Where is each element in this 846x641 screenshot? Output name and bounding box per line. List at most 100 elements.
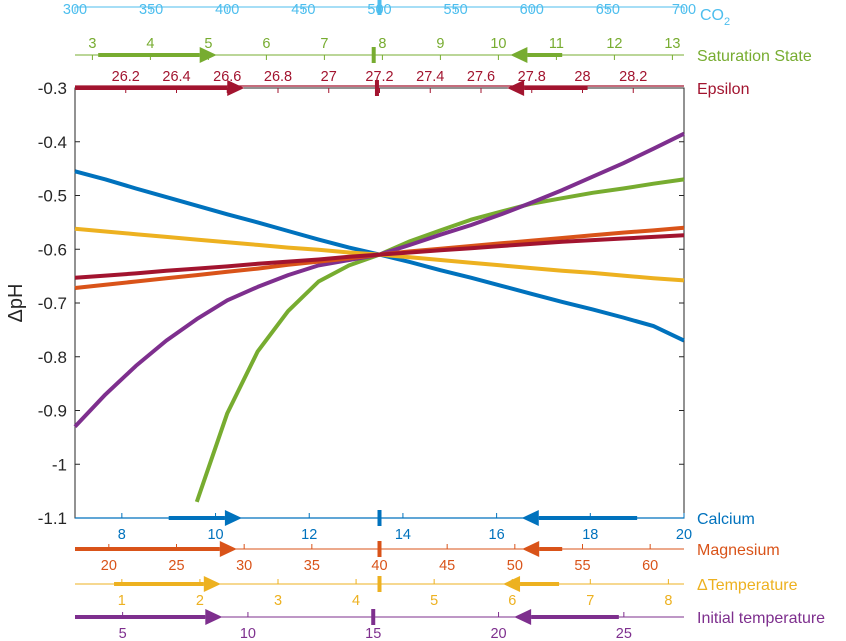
y-axis-label: ΔpH xyxy=(5,284,27,323)
axis-epsilon: 26.2 26.4 26.6 26.8 27 27.2 27.4 27.6 27.8 28 28.2… xyxy=(75,69,749,98)
y-tick-label: -0.8 xyxy=(38,348,67,367)
y-tick-label: -0.5 xyxy=(38,187,67,206)
arrow-head-left xyxy=(514,609,532,625)
arrow-head-right xyxy=(205,609,223,625)
y-tick-label: -0.9 xyxy=(38,402,67,421)
y-axis: -1.1 -1 -0.9 -0.8 -0.7 -0.6 -0.5 -0.4 -0.3 ΔpH xyxy=(5,79,684,528)
axis-tick-label: 6 xyxy=(262,36,270,52)
axis-tick-label: 15 xyxy=(365,626,381,641)
y-tick-label: -0.3 xyxy=(38,79,67,98)
axis-tick-label: 18 xyxy=(582,527,598,543)
series-line-saturation xyxy=(194,177,685,503)
axis-tick-label: 27.6 xyxy=(467,69,495,85)
axis-tick-label: 300 xyxy=(63,2,87,18)
axis-tick-label: 50 xyxy=(507,558,523,574)
axis-tick-label: 12 xyxy=(301,527,317,543)
axis-label-calcium: Calcium xyxy=(697,511,755,528)
axis-label-saturation: Saturation State xyxy=(697,48,812,65)
arrow-head-left xyxy=(510,47,528,63)
axis-tick-label: 9 xyxy=(436,36,444,52)
axis-tick-label: 40 xyxy=(371,558,387,574)
axis-tick-label: 20 xyxy=(676,527,692,543)
axis-tick-label: 45 xyxy=(439,558,455,574)
axis-delta_temperature: 1 2 3 4 5 6 7 8 ΔTemperature xyxy=(75,576,798,609)
axis-tick-label: 27.2 xyxy=(365,69,393,85)
plot-area xyxy=(74,87,685,519)
arrow-head-left xyxy=(521,510,539,526)
axis-tick-label: 2 xyxy=(196,593,204,609)
axis-tick-label: 450 xyxy=(291,2,315,18)
axis-tick-label: 27 xyxy=(321,69,337,85)
axis-tick-label: 5 xyxy=(119,626,127,641)
axis-tick-label: 8 xyxy=(118,527,126,543)
axis-tick-label: 7 xyxy=(586,593,594,609)
axis-tick-label: 3 xyxy=(88,36,96,52)
axis-tick-label: 550 xyxy=(444,2,468,18)
y-tick-label: -1.1 xyxy=(38,509,67,528)
axis-tick-label: 26.6 xyxy=(213,69,241,85)
axis-tick-label: 7 xyxy=(320,36,328,52)
axis-tick-label: 13 xyxy=(664,36,680,52)
axis-tick-label: 8 xyxy=(378,36,386,52)
axis-tick-label: 650 xyxy=(596,2,620,18)
series-layer xyxy=(73,131,685,503)
plot-frame xyxy=(74,87,685,519)
axis-tick-label: 16 xyxy=(489,527,505,543)
axis-tick-label: 20 xyxy=(101,558,117,574)
arrow-head-right xyxy=(199,47,217,63)
axis-saturation: 3 4 5 6 7 8 9 10 11 12 13 Saturation State xyxy=(75,36,812,65)
axis-tick-label: 10 xyxy=(207,527,223,543)
axis-tick-label: 28.2 xyxy=(619,69,647,85)
axis-label-magnesium: Magnesium xyxy=(697,542,780,559)
axis-tick-label: 700 xyxy=(672,2,696,18)
axis-tick-label: 3 xyxy=(274,593,282,609)
axis-tick-label: 12 xyxy=(606,36,622,52)
arrow-head-right xyxy=(224,510,242,526)
axis-tick-label: 6 xyxy=(508,593,516,609)
axis-tick-label: 60 xyxy=(642,558,658,574)
axis-tick-label: 4 xyxy=(352,593,360,609)
axis-tick-label: 27.8 xyxy=(518,69,546,85)
axis-tick-label: 5 xyxy=(430,593,438,609)
axis-label-epsilon: Epsilon xyxy=(697,81,749,98)
y-tick-label: -0.7 xyxy=(38,294,67,313)
axis-label-initial_temperature: Initial temperature xyxy=(697,610,825,627)
axis-initial_temperature: 5 10 15 20 25 Initial temperature xyxy=(75,609,825,641)
axis-tick-label: 25 xyxy=(616,626,632,641)
axis-tick-label: 35 xyxy=(304,558,320,574)
axis-tick-label: 4 xyxy=(146,36,154,52)
axis-tick-label: 14 xyxy=(395,527,411,543)
arrow-head-right xyxy=(227,80,245,96)
axis-tick-label: 1 xyxy=(118,593,126,609)
arrow-head-left xyxy=(503,576,521,592)
axis-calcium: 8 10 12 14 16 18 20 Calcium xyxy=(75,510,755,543)
axis-co2: 300350400450500550600650700CO2 xyxy=(63,0,730,28)
arrow-head-right xyxy=(219,541,237,557)
y-tick-label: -0.4 xyxy=(38,133,67,152)
axis-tick-label: 8 xyxy=(664,593,672,609)
axis-tick-label: 26.2 xyxy=(112,69,140,85)
axis-tick-label: 26.4 xyxy=(162,69,190,85)
axis-tick-label: 10 xyxy=(490,36,506,52)
axis-tick-label: 30 xyxy=(236,558,252,574)
top-axes: 300350400450500550600650700CO23456789101… xyxy=(63,0,812,98)
y-tick-label: -1 xyxy=(52,455,67,474)
axis-tick-label: 400 xyxy=(215,2,239,18)
axis-tick-label: 26.8 xyxy=(264,69,292,85)
axis-tick-label: 55 xyxy=(574,558,590,574)
axis-tick-label: 600 xyxy=(520,2,544,18)
axis-label-delta_temperature: ΔTemperature xyxy=(697,577,798,594)
axis-magnesium: 20 25 30 35 40 45 50 55 60 Magnesium xyxy=(75,541,780,574)
axis-tick-label: 25 xyxy=(168,558,184,574)
axis-tick-label: 350 xyxy=(139,2,163,18)
axis-tick-label: 20 xyxy=(490,626,506,641)
axis-tick-label: 11 xyxy=(549,36,564,52)
arrow-head-right xyxy=(203,576,221,592)
axis-label-co2: CO2 xyxy=(700,7,730,28)
y-tick-label: -0.6 xyxy=(38,240,67,259)
axis-tick-label: 27.4 xyxy=(416,69,444,85)
arrow-head-left xyxy=(522,541,540,557)
series-line-epsilon xyxy=(74,233,685,280)
